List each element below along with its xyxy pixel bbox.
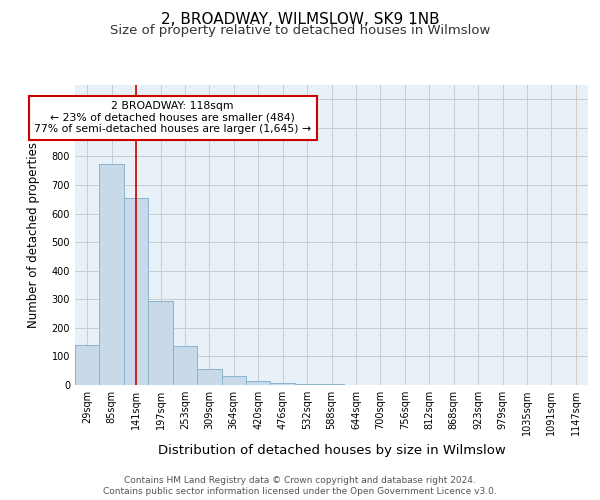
Bar [148,302,173,385]
Bar [173,346,197,385]
Text: 2 BROADWAY: 118sqm
← 23% of detached houses are smaller (484)
77% of semi-detach: 2 BROADWAY: 118sqm ← 23% of detached hou… [34,102,311,134]
Bar [271,382,295,385]
Bar [124,198,148,385]
Y-axis label: Number of detached properties: Number of detached properties [27,142,40,328]
Bar [246,380,271,385]
Text: 2, BROADWAY, WILMSLOW, SK9 1NB: 2, BROADWAY, WILMSLOW, SK9 1NB [161,12,439,28]
Text: Size of property relative to detached houses in Wilmslow: Size of property relative to detached ho… [110,24,490,37]
X-axis label: Distribution of detached houses by size in Wilmslow: Distribution of detached houses by size … [158,444,505,456]
Bar [100,164,124,385]
Bar [75,345,100,385]
Text: Contains HM Land Registry data © Crown copyright and database right 2024.: Contains HM Land Registry data © Crown c… [124,476,476,485]
Bar [197,370,221,385]
Text: Contains public sector information licensed under the Open Government Licence v3: Contains public sector information licen… [103,487,497,496]
Bar [295,384,319,385]
Bar [221,376,246,385]
Bar [319,384,344,385]
